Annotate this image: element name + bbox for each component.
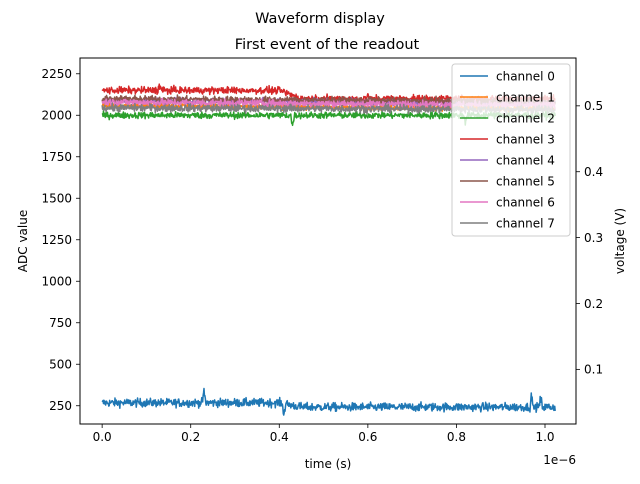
x-axis-label: time (s)	[305, 457, 352, 471]
legend-label: channel 0	[496, 69, 555, 83]
legend-label: channel 1	[496, 90, 555, 104]
y2-axis-label: voltage (V)	[613, 208, 627, 274]
y2-tick-label: 0.2	[584, 297, 603, 311]
plot-frame	[79, 57, 577, 425]
legend-label: channel 6	[496, 195, 555, 209]
series-line-channel-0	[101, 387, 556, 416]
x-tick-label: 0.6	[358, 430, 377, 444]
legend-label: channel 7	[496, 216, 555, 230]
y2-tick-label: 0.4	[584, 165, 603, 179]
legend: channel 0 channel 1 channel 2 channel 3 chan…	[451, 63, 571, 237]
legend-label: channel 5	[496, 174, 555, 188]
legend-label: channel 2	[496, 111, 555, 125]
y-tick-label: 2000	[41, 109, 72, 123]
y-tick-label: 1000	[41, 275, 72, 289]
x-tick-label: 0.4	[270, 430, 289, 444]
legend-label: channel 3	[496, 132, 555, 146]
legend-label: channel 4	[496, 153, 555, 167]
y-axis-label: ADC value	[16, 210, 30, 272]
y-tick-label: 1750	[41, 150, 72, 164]
x-tick-label: 0.2	[181, 430, 200, 444]
y2-tick-label: 0.1	[584, 363, 603, 377]
y2-tick-label: 0.3	[584, 231, 603, 245]
legend-box	[451, 63, 571, 237]
y-tick-label: 250	[49, 399, 72, 413]
x-tick-label: 0.8	[447, 430, 466, 444]
series-layer	[101, 83, 556, 416]
axes-layer: 0.0 0.2 0.4 0.6 0.8 1.0 250 500 750 1000 1250 1500 1…	[41, 67, 603, 444]
x-tick-label: 1.0	[535, 430, 554, 444]
y-tick-label: 1250	[41, 233, 72, 247]
x-offset-label: 1e−6	[543, 453, 576, 467]
y-tick-label: 750	[49, 316, 72, 330]
y-tick-label: 1500	[41, 192, 72, 206]
chart-title: Waveform display	[255, 11, 385, 27]
chart-subtitle: First event of the readout	[235, 37, 420, 53]
y-tick-label: 500	[49, 358, 72, 372]
x-tick-label: 0.0	[93, 430, 112, 444]
y-tick-label: 2250	[41, 67, 72, 81]
y2-tick-label: 0.5	[584, 99, 603, 113]
